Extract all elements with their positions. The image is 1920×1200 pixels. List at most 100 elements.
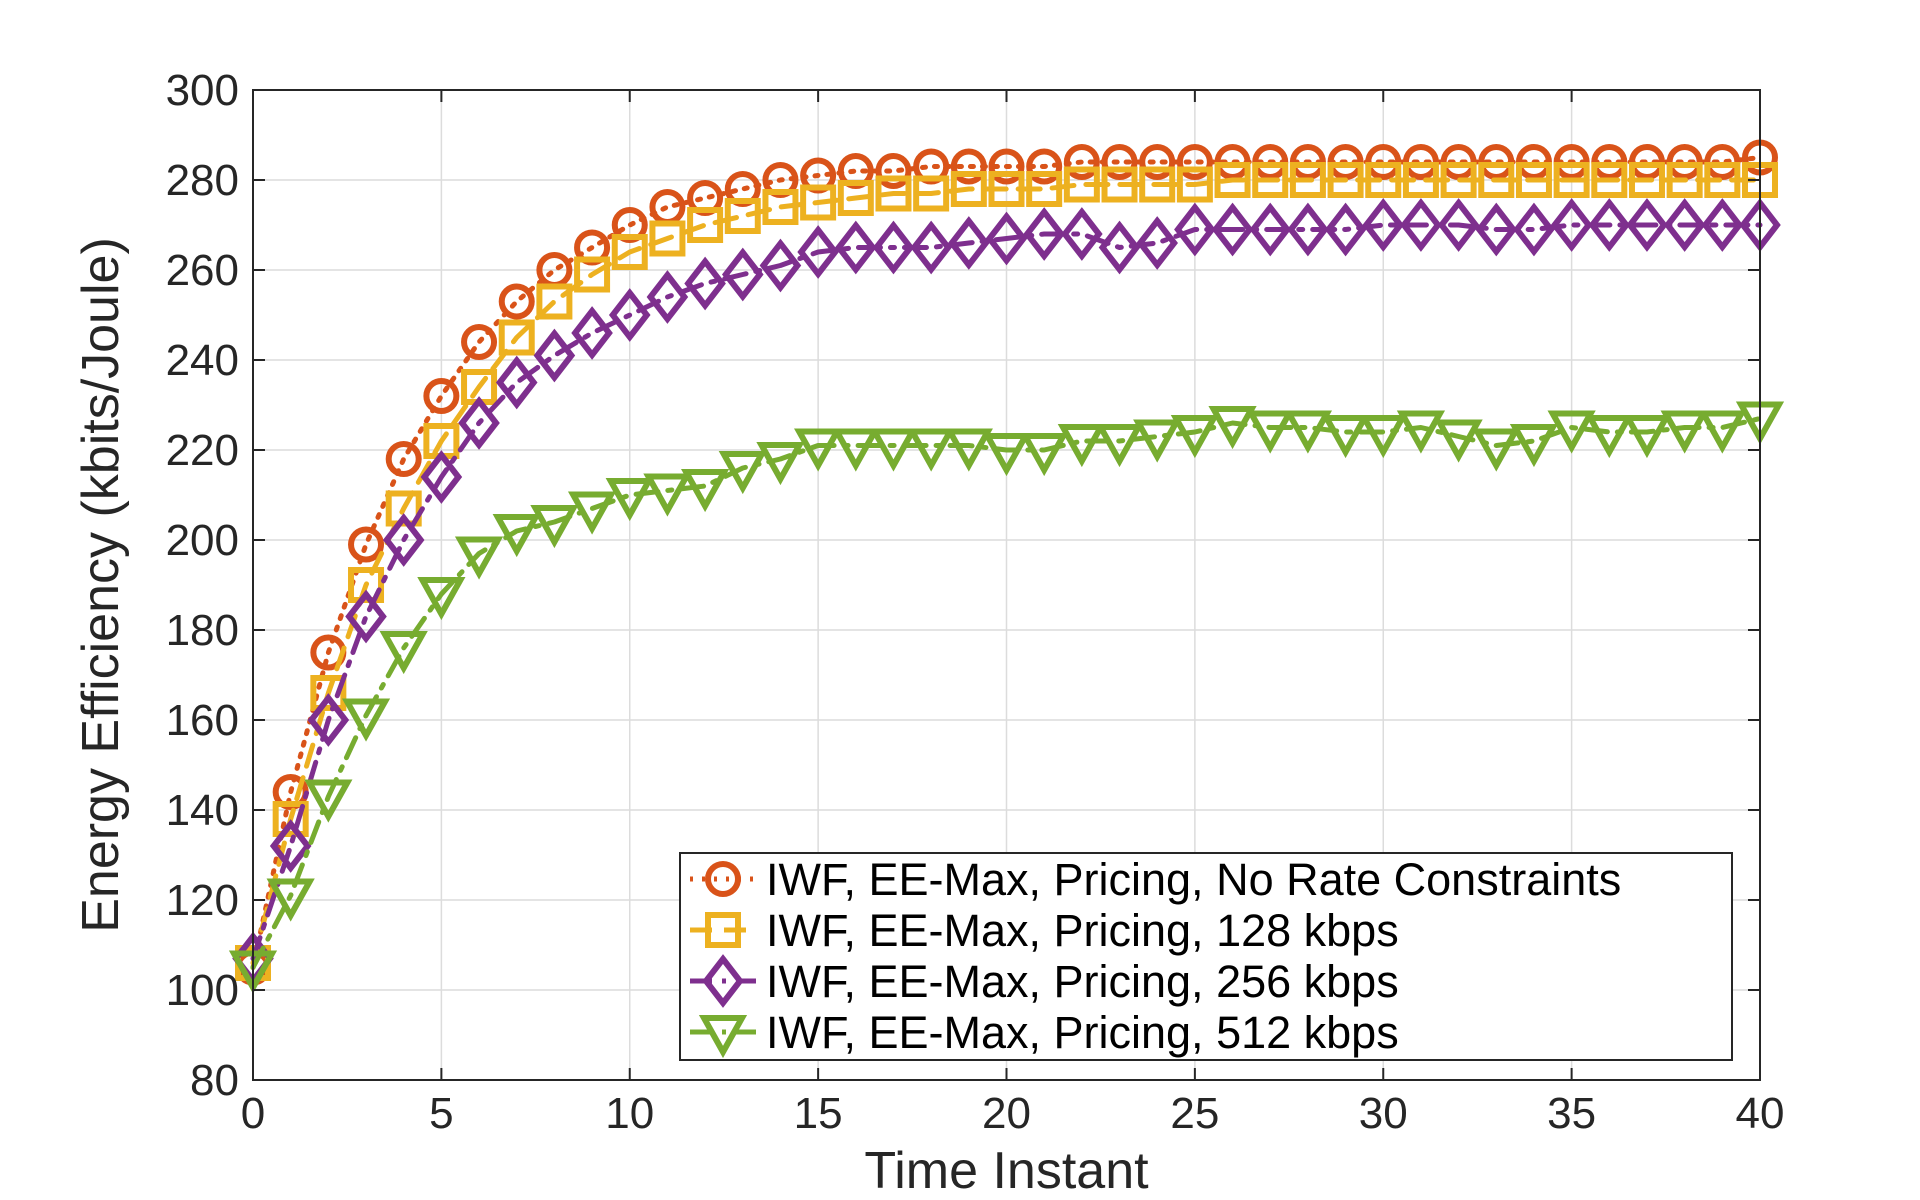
data-point [1666,162,1703,198]
data-point [1214,162,1251,198]
data-point [348,567,385,603]
data-point [988,171,1025,207]
data-point [420,450,463,504]
data-point [1701,198,1744,252]
data-point [907,428,956,472]
series-3 [232,198,1781,986]
legend-entry-1: IWF, EE-Max, Pricing, No Rate Constraint… [690,854,1621,905]
data-point [1020,433,1069,477]
data-point [385,490,422,527]
data-point [608,288,651,342]
data-point [1324,202,1367,257]
y-tick-label: 240 [166,336,239,385]
data-point [567,491,617,535]
y-tick-label: 260 [166,246,239,295]
data-point [1026,148,1063,185]
data-point [1475,202,1518,257]
data-point [1246,410,1295,454]
legend-label: IWF, EE-Max, Pricing, 128 kbps [766,905,1399,956]
data-point [348,526,385,563]
data-point [910,220,952,275]
data-point [1704,162,1741,198]
data-point [498,319,535,356]
data-point [718,451,767,495]
data-point [643,473,692,517]
legend-entry-3: IWF, EE-Max, Pricing, 256 kbps [690,954,1399,1008]
data-point [1174,202,1216,257]
data-point [382,513,425,567]
data-point [345,589,387,644]
data-point [1057,424,1106,468]
legend-label: IWF, EE-Max, Pricing, No Rate Constraint… [766,854,1621,905]
data-point [341,698,391,742]
data-point [1547,410,1596,454]
data-point [498,283,535,320]
legend-entry-4: IWF, EE-Max, Pricing, 512 kbps [690,1007,1399,1059]
data-point [304,779,353,823]
x-axis-label: Time Instant [864,1142,1149,1200]
data-point [988,148,1025,185]
legend-marker [702,954,744,1008]
data-point [1176,144,1213,180]
data-point [756,442,805,486]
data-point [1626,198,1668,252]
data-point [687,207,724,243]
data-point [721,247,764,302]
data-point [985,211,1028,266]
data-point [1591,162,1628,198]
data-point [1327,162,1364,198]
data-point [379,631,428,675]
data-point [461,324,498,360]
data-point [797,225,839,279]
data-point [1139,144,1176,180]
data-point [1400,198,1442,252]
data-point [1440,162,1477,198]
data-point [762,189,799,225]
data-point [574,256,611,293]
data-point [1660,410,1709,454]
data-point [1321,415,1370,459]
data-point [1289,162,1326,198]
y-tick-label: 160 [166,696,239,745]
x-tick-label: 30 [1359,1089,1408,1138]
data-point [680,469,730,513]
data-point [310,675,347,711]
data-point [1101,144,1138,180]
data-point [266,878,315,922]
data-point [272,801,309,837]
data-point [837,180,874,216]
data-point [869,428,918,472]
data-point [1023,207,1065,261]
data-point [794,428,843,472]
y-tick-label: 300 [166,66,239,115]
data-point [646,270,689,324]
data-point [1588,198,1631,252]
y-tick-label: 80 [190,1056,239,1105]
data-point [1513,202,1555,257]
x-tick-label: 0 [241,1089,265,1138]
series-line [250,222,1763,961]
data-point [1362,198,1405,252]
data-point [1550,198,1593,252]
data-point [1133,419,1182,463]
data-point [536,283,573,320]
x-tick-label: 5 [429,1089,453,1138]
data-point [1402,162,1439,198]
y-tick-label: 220 [166,426,239,475]
data-point [533,328,576,383]
data-point [423,378,460,414]
series-2 [235,162,1778,981]
data-point [1396,410,1446,454]
data-point [385,441,422,477]
data-point [1437,198,1480,252]
data-point [1026,171,1063,207]
data-point [1478,162,1515,198]
y-axis-label: Energy Efficiency (kbits/Joule) [72,237,130,933]
data-point [1515,162,1552,198]
data-point [1101,166,1138,203]
data-point [605,478,654,522]
data-point [948,216,990,270]
legend-label: IWF, EE-Max, Pricing, 512 kbps [766,1007,1399,1058]
series-layer [228,139,1785,994]
